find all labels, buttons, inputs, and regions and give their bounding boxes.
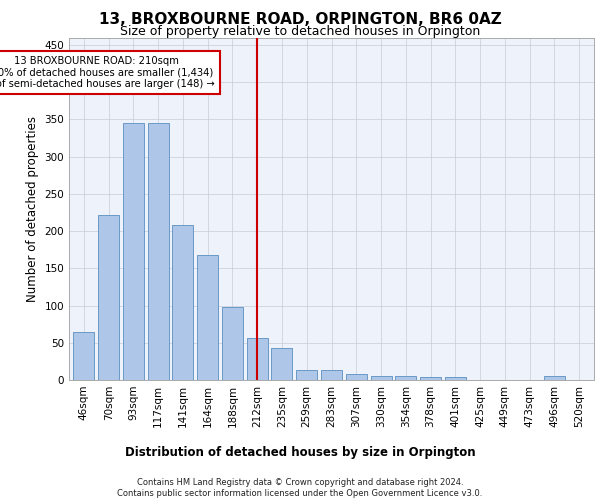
- Text: 13 BROXBOURNE ROAD: 210sqm
← 90% of detached houses are smaller (1,434)
9% of se: 13 BROXBOURNE ROAD: 210sqm ← 90% of deta…: [0, 56, 215, 90]
- Bar: [445, 377, 466, 380]
- Bar: [222, 307, 243, 380]
- Bar: [98, 214, 119, 380]
- Bar: [172, 225, 193, 380]
- Bar: [296, 370, 317, 380]
- Bar: [73, 332, 94, 380]
- Text: Distribution of detached houses by size in Orpington: Distribution of detached houses by size …: [125, 446, 475, 459]
- Text: 13, BROXBOURNE ROAD, ORPINGTON, BR6 0AZ: 13, BROXBOURNE ROAD, ORPINGTON, BR6 0AZ: [98, 12, 502, 28]
- Text: Contains HM Land Registry data © Crown copyright and database right 2024.
Contai: Contains HM Land Registry data © Crown c…: [118, 478, 482, 498]
- Bar: [197, 255, 218, 380]
- Bar: [321, 370, 342, 380]
- Text: Size of property relative to detached houses in Orpington: Size of property relative to detached ho…: [120, 25, 480, 38]
- Bar: [271, 348, 292, 380]
- Bar: [544, 376, 565, 380]
- Y-axis label: Number of detached properties: Number of detached properties: [26, 116, 39, 302]
- Bar: [148, 123, 169, 380]
- Bar: [420, 377, 441, 380]
- Bar: [247, 338, 268, 380]
- Bar: [395, 376, 416, 380]
- Bar: [123, 123, 144, 380]
- Bar: [371, 376, 392, 380]
- Bar: [346, 374, 367, 380]
